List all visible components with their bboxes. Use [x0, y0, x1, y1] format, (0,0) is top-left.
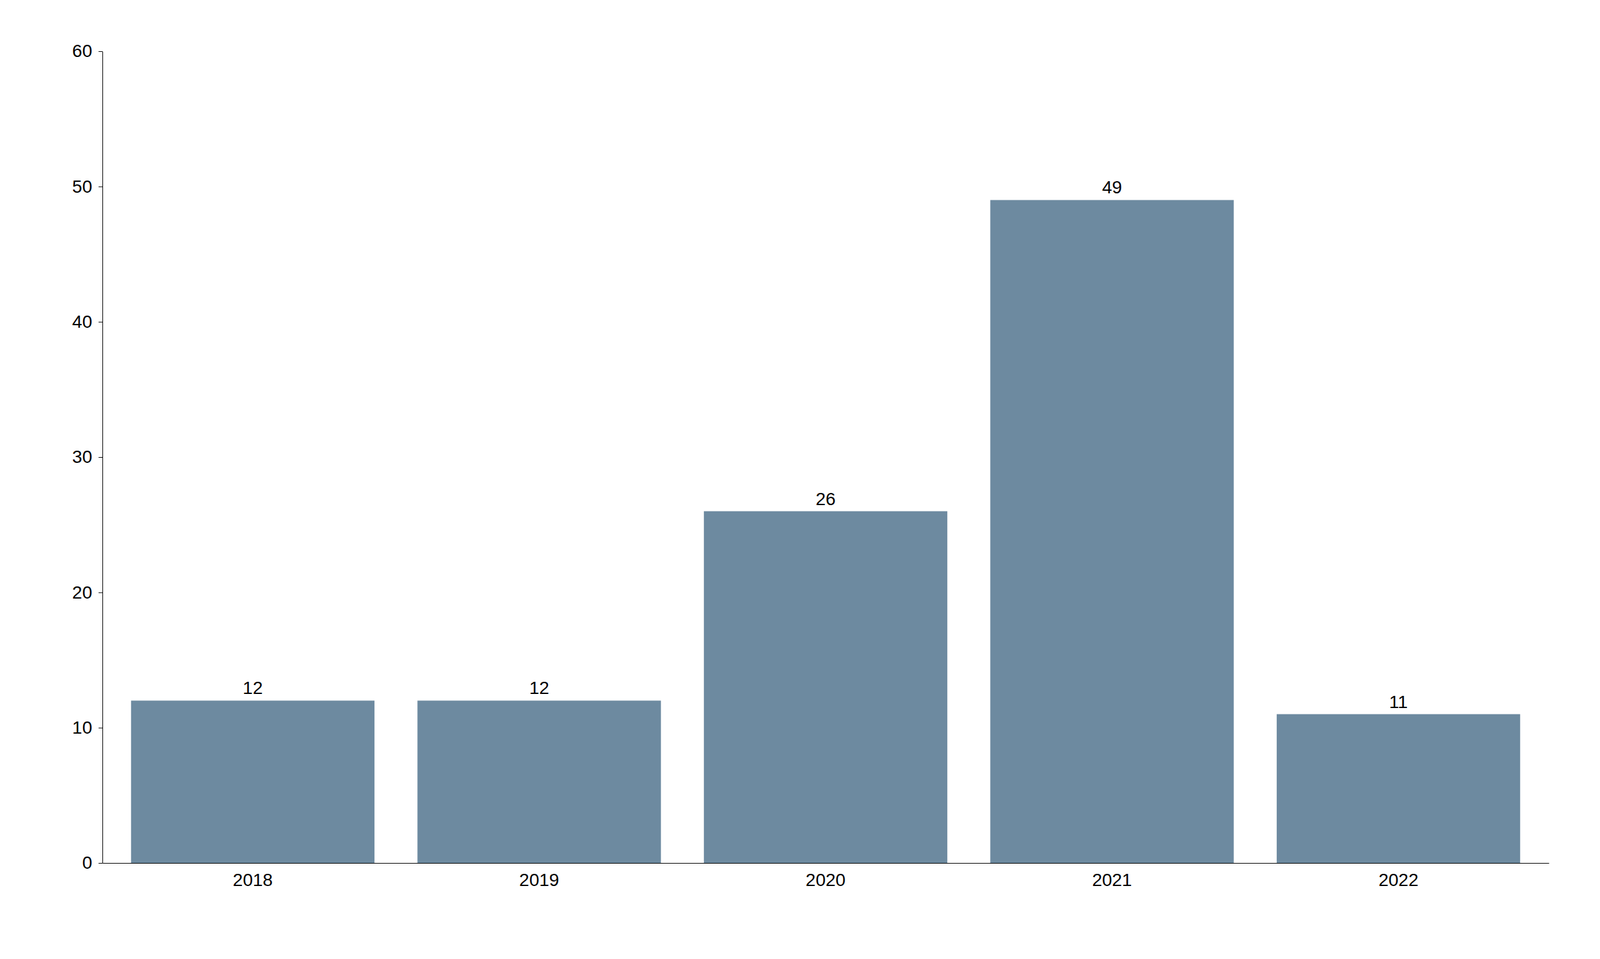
bar [1276, 714, 1520, 863]
x-tick-label: 2021 [1091, 869, 1132, 890]
x-tick: 2019 [519, 869, 559, 890]
y-tick: 60 [72, 40, 103, 61]
y-tick: 30 [72, 446, 103, 467]
y-tick-label: 50 [72, 176, 93, 197]
bar [990, 199, 1234, 863]
y-tick-mark [98, 456, 103, 458]
y-tick-label: 0 [81, 852, 93, 873]
x-tick-label: 2020 [805, 869, 846, 890]
y-tick-mark [98, 727, 103, 729]
y-tick-mark [98, 51, 103, 52]
x-tick-label: 2019 [519, 869, 559, 890]
data-label: 26 [815, 488, 836, 509]
chart-container: 0 10 20 30 40 50 60 2018 2019 2020 2021 2022 12 12 26 4… [0, 0, 1600, 959]
x-tick-label: 2022 [1378, 869, 1419, 890]
x-tick: 2018 [232, 869, 273, 890]
y-tick-label: 60 [72, 40, 93, 61]
y-tick: 0 [81, 852, 103, 873]
y-tick: 10 [72, 717, 103, 738]
x-tick: 2022 [1378, 869, 1419, 890]
bar [131, 700, 375, 863]
y-tick-mark [98, 186, 103, 187]
chart: 0 10 20 30 40 50 60 2018 2019 2020 2021 2022 12 12 26 4… [0, 0, 1600, 959]
y-axis-line [102, 51, 104, 864]
y-tick: 50 [72, 176, 103, 197]
data-label: 49 [1102, 177, 1122, 198]
data-label: 12 [529, 677, 550, 698]
x-tick: 2021 [1091, 869, 1132, 890]
y-axis: 0 10 20 30 40 50 60 [72, 40, 104, 873]
y-tick: 20 [72, 582, 103, 603]
x-axis: 2018 2019 2020 2021 2022 [103, 863, 1550, 890]
y-tick: 40 [72, 311, 103, 332]
data-label: 12 [242, 677, 263, 698]
data-label: 11 [1389, 691, 1408, 712]
y-tick-label: 30 [72, 446, 93, 467]
plot: 0 10 20 30 40 50 60 2018 2019 2020 2021 2022 12 12 26 4… [72, 40, 1550, 889]
bar [417, 700, 661, 863]
y-tick-label: 40 [72, 311, 93, 332]
x-tick-label: 2018 [232, 869, 273, 890]
x-tick: 2020 [805, 869, 846, 890]
bar [704, 511, 948, 863]
data-labels: 12 12 26 49 11 [242, 177, 1408, 712]
y-tick-mark [98, 862, 103, 864]
x-axis-line [103, 862, 1550, 864]
y-tick-label: 20 [72, 582, 93, 603]
y-tick-mark [98, 592, 103, 593]
y-tick-mark [98, 321, 103, 323]
bars [131, 199, 1520, 863]
y-tick-label: 10 [72, 717, 93, 738]
